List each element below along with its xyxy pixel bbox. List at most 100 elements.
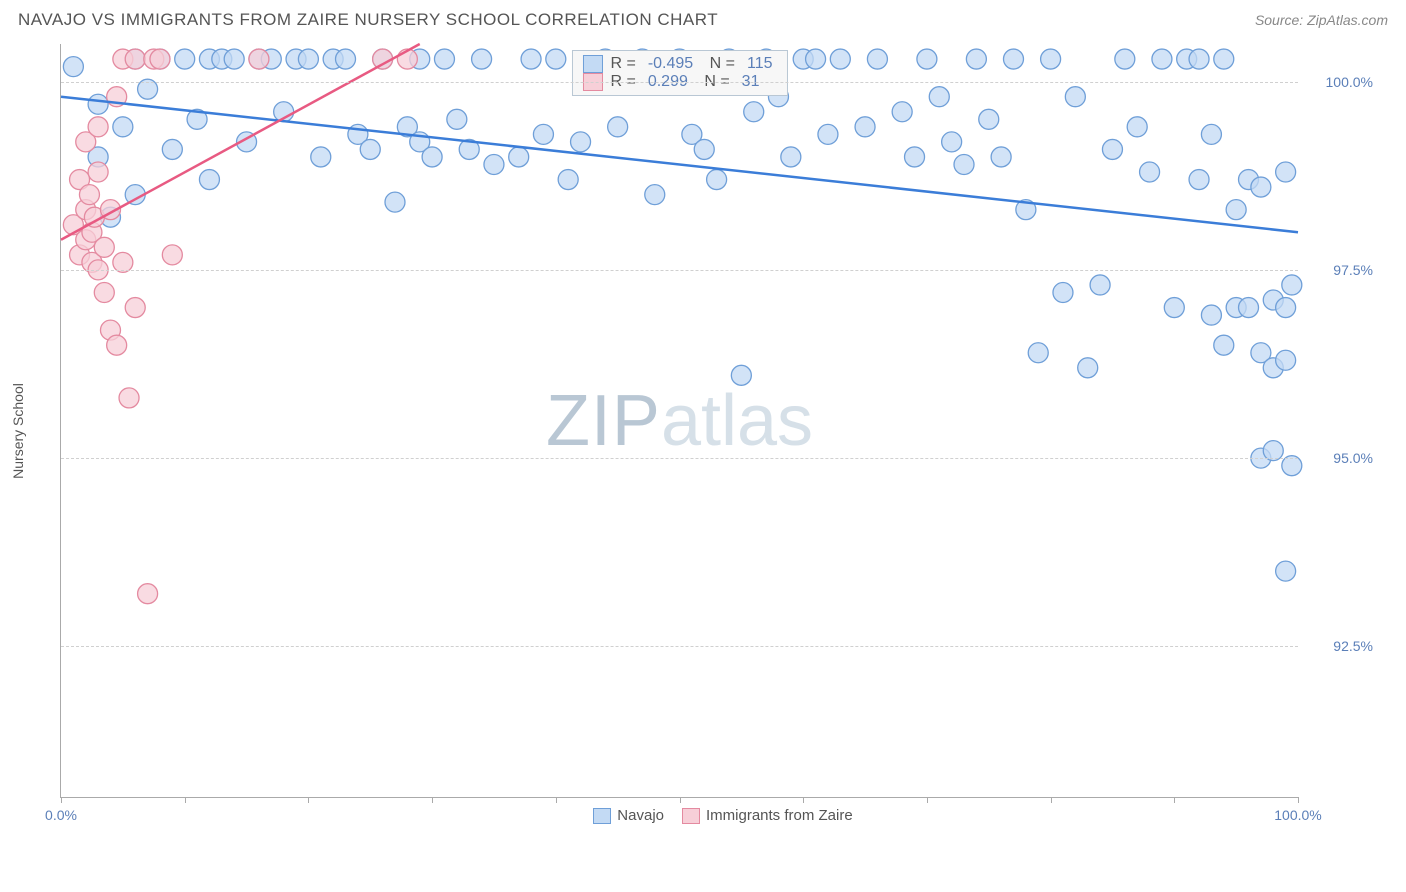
gridline — [61, 270, 1298, 271]
data-point — [249, 49, 269, 69]
legend-r-label: R = — [610, 55, 635, 73]
data-point — [867, 49, 887, 69]
data-point — [199, 170, 219, 190]
data-point — [781, 147, 801, 167]
data-point — [138, 584, 158, 604]
data-point — [521, 49, 541, 69]
legend-series-name: Navajo — [617, 807, 664, 824]
data-point — [979, 109, 999, 129]
data-point — [63, 57, 83, 77]
gridline — [61, 82, 1298, 83]
data-point — [298, 49, 318, 69]
data-point — [162, 139, 182, 159]
data-point — [929, 87, 949, 107]
x-tick — [432, 797, 433, 803]
data-point — [1140, 162, 1160, 182]
data-point — [94, 237, 114, 257]
legend-swatch — [582, 55, 602, 73]
data-point — [1201, 305, 1221, 325]
data-point — [224, 49, 244, 69]
data-point — [1276, 162, 1296, 182]
x-tick — [61, 797, 62, 803]
data-point — [744, 102, 764, 122]
y-tick-label: 92.5% — [1333, 638, 1373, 654]
data-point — [484, 154, 504, 174]
data-point — [88, 94, 108, 114]
legend-r-value: -0.495 — [644, 55, 697, 73]
data-point — [447, 109, 467, 129]
data-point — [558, 170, 578, 190]
legend-n-label: N = — [705, 55, 735, 73]
legend-n-value: 115 — [743, 55, 777, 73]
data-point — [509, 147, 529, 167]
x-tick — [680, 797, 681, 803]
data-point — [892, 102, 912, 122]
x-tick — [1051, 797, 1052, 803]
data-point — [336, 49, 356, 69]
gridline — [61, 646, 1298, 647]
legend-swatch — [593, 808, 611, 824]
data-point — [1282, 275, 1302, 295]
data-point — [1239, 298, 1259, 318]
x-tick — [556, 797, 557, 803]
y-axis-label: Nursery School — [10, 383, 26, 479]
data-point — [88, 162, 108, 182]
y-tick-label: 97.5% — [1333, 262, 1373, 278]
data-point — [1164, 298, 1184, 318]
plot-area: ZIPatlas R = -0.495 N = 115R = 0.299 N =… — [60, 44, 1298, 798]
gridline — [61, 458, 1298, 459]
x-tick — [927, 797, 928, 803]
data-point — [694, 139, 714, 159]
data-point — [434, 49, 454, 69]
x-tick — [1298, 797, 1299, 803]
data-point — [175, 49, 195, 69]
data-point — [991, 147, 1011, 167]
plot-svg — [61, 44, 1298, 797]
data-point — [472, 49, 492, 69]
data-point — [107, 335, 127, 355]
data-point — [88, 117, 108, 137]
y-tick-label: 100.0% — [1326, 74, 1373, 90]
data-point — [119, 388, 139, 408]
data-point — [645, 185, 665, 205]
data-point — [546, 49, 566, 69]
data-point — [608, 117, 628, 137]
data-point — [818, 124, 838, 144]
chart-container: Nursery School ZIPatlas R = -0.495 N = 1… — [40, 36, 1388, 826]
source-attribution: Source: ZipAtlas.com — [1255, 12, 1388, 28]
data-point — [1053, 282, 1073, 302]
data-point — [855, 117, 875, 137]
data-point — [150, 49, 170, 69]
x-tick — [308, 797, 309, 803]
legend-row: R = -0.495 N = 115 — [582, 55, 776, 73]
correlation-legend: R = -0.495 N = 115R = 0.299 N = 31 — [571, 50, 787, 96]
data-point — [1090, 275, 1110, 295]
data-point — [360, 139, 380, 159]
data-point — [162, 245, 182, 265]
data-point — [1078, 358, 1098, 378]
data-point — [731, 365, 751, 385]
chart-title: NAVAJO VS IMMIGRANTS FROM ZAIRE NURSERY … — [18, 10, 718, 30]
data-point — [966, 49, 986, 69]
data-point — [422, 147, 442, 167]
data-point — [1189, 170, 1209, 190]
data-point — [1251, 177, 1271, 197]
series-legend: NavajoImmigrants from Zaire — [40, 807, 1388, 824]
data-point — [1201, 124, 1221, 144]
legend-swatch — [682, 808, 700, 824]
data-point — [1276, 298, 1296, 318]
data-point — [1041, 49, 1061, 69]
data-point — [113, 117, 133, 137]
data-point — [385, 192, 405, 212]
x-tick — [185, 797, 186, 803]
data-point — [942, 132, 962, 152]
data-point — [94, 282, 114, 302]
data-point — [707, 170, 727, 190]
data-point — [1127, 117, 1147, 137]
data-point — [1276, 350, 1296, 370]
data-point — [1065, 87, 1085, 107]
data-point — [1115, 49, 1135, 69]
data-point — [1276, 561, 1296, 581]
data-point — [830, 49, 850, 69]
data-point — [533, 124, 553, 144]
